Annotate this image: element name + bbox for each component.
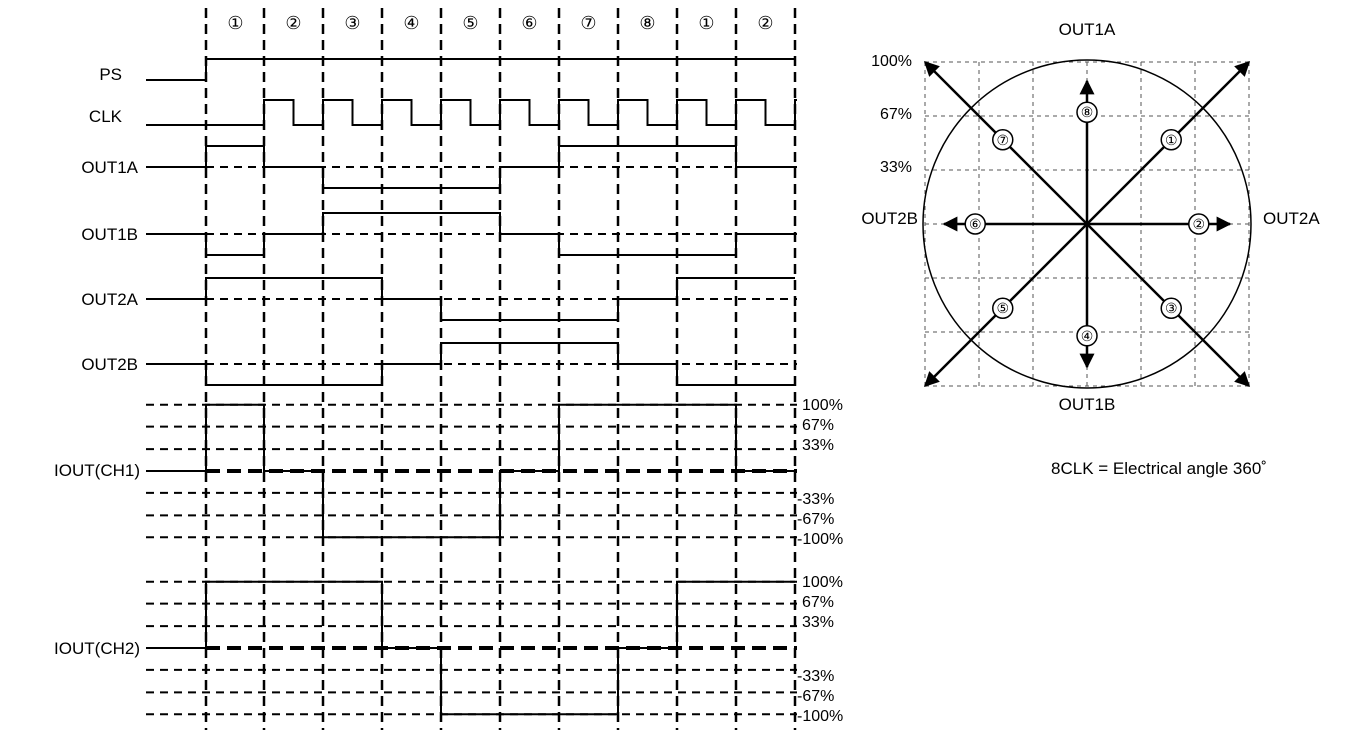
- iout-ch2-level-67%: 67%: [802, 594, 834, 611]
- iout-ch2-level-33%: 33%: [802, 614, 834, 631]
- phase-percent-67: 67%: [880, 106, 912, 123]
- waveform-traces: [146, 58, 797, 716]
- phase-bottom-label: OUT1B: [1059, 395, 1116, 414]
- out2a-label: OUT2A: [81, 290, 138, 309]
- electrical-angle-note: 8CLK = Electrical angle 360˚: [1051, 459, 1267, 478]
- iout-ch1-level--100%: -100%: [797, 531, 843, 548]
- step-number-row: ① ② ③ ④ ⑤ ⑥ ⑦ ⑧ ① ②: [227, 13, 773, 33]
- step-number-7: ⑦: [580, 13, 596, 33]
- phase-vector-marker-1: [1160, 129, 1182, 151]
- out1b-label: OUT1B: [81, 225, 138, 244]
- phase-top-label: OUT1A: [1059, 20, 1116, 39]
- phase-vector-marker-7: [992, 129, 1014, 151]
- phase-vector-diagram: OUT1A OUT1B OUT2B OUT2A 100% 67% 33% ① ② ③…: [861, 20, 1320, 414]
- iout-ch1-level-67%: 67%: [802, 417, 834, 434]
- step-number-4: ④: [403, 13, 419, 33]
- iout-ch2-level--67%: -67%: [797, 688, 834, 705]
- phase-vector-marker-6: [964, 213, 986, 235]
- phase-vector-label-8: ⑧: [1081, 104, 1094, 120]
- phase-vector-marker-4: [1076, 325, 1098, 347]
- out2b-waveform: [146, 342, 795, 386]
- phase-vector-label-4: ④: [1081, 328, 1094, 344]
- phase-circle: [922, 59, 1252, 389]
- iout-ch2-level--100%: -100%: [797, 708, 843, 725]
- iout-ch2-level--33%: -33%: [797, 668, 834, 685]
- phase-vector-label-1: ①: [1165, 132, 1178, 148]
- step-number-6: ⑥: [521, 13, 537, 33]
- phase-vector-marker-5: [992, 297, 1014, 319]
- phase-vector-label-5: ⑤: [996, 300, 1009, 316]
- iout-ch2-level-100%: 100%: [802, 574, 843, 591]
- phase-vector-label-3: ③: [1165, 300, 1178, 316]
- clk-label: CLK: [89, 107, 123, 126]
- ps-waveform: [146, 58, 795, 81]
- out1a-waveform: [146, 145, 795, 189]
- iout-ch1-level--33%: -33%: [797, 491, 834, 508]
- phase-percent-100: 100%: [871, 53, 912, 70]
- out2a-waveform: [146, 277, 795, 321]
- signal-label-column: PS CLK OUT1A OUT1B OUT2A OUT2B IOUT(CH1)…: [54, 65, 140, 658]
- iout-ch2-waveform: [146, 580, 795, 716]
- out2b-label: OUT2B: [81, 355, 138, 374]
- step-number-3: ③: [344, 13, 360, 33]
- out1a-label: OUT1A: [81, 158, 138, 177]
- step-number-9: ①: [698, 13, 714, 33]
- phase-vector-label-6: ⑥: [969, 216, 982, 232]
- step-number-8: ⑧: [639, 13, 655, 33]
- current-level-labels: 100% 67% 33% -33% -67% -100% 100% 67% 33% -33% -67…: [797, 397, 843, 725]
- step-number-10: ②: [757, 13, 773, 33]
- iout-ch2-label: IOUT(CH2): [54, 639, 140, 658]
- phase-right-label: OUT2A: [1263, 209, 1320, 228]
- iout-ch1-waveform: [146, 403, 795, 539]
- phase-vector-marker-3: [1160, 297, 1182, 319]
- phase-left-label: OUT2B: [861, 209, 918, 228]
- phase-vector-label-7: ⑦: [996, 132, 1009, 148]
- step-number-2: ②: [285, 13, 301, 33]
- phase-vector-marker-8: [1076, 101, 1098, 123]
- out1b-waveform: [146, 212, 795, 256]
- iout-ch1-label: IOUT(CH1): [54, 461, 140, 480]
- phase-vector-marker-2: [1188, 213, 1210, 235]
- phase-vector-label-2: ②: [1192, 216, 1205, 232]
- clk-waveform: [146, 99, 797, 126]
- iout-ch1-level-33%: 33%: [802, 437, 834, 454]
- ps-label: PS: [99, 65, 122, 84]
- step-number-1: ①: [227, 13, 243, 33]
- iout-ch1-level--67%: -67%: [797, 511, 834, 528]
- step-number-5: ⑤: [462, 13, 478, 33]
- iout-ch1-level-100%: 100%: [802, 397, 843, 414]
- phase-percent-33: 33%: [880, 159, 912, 176]
